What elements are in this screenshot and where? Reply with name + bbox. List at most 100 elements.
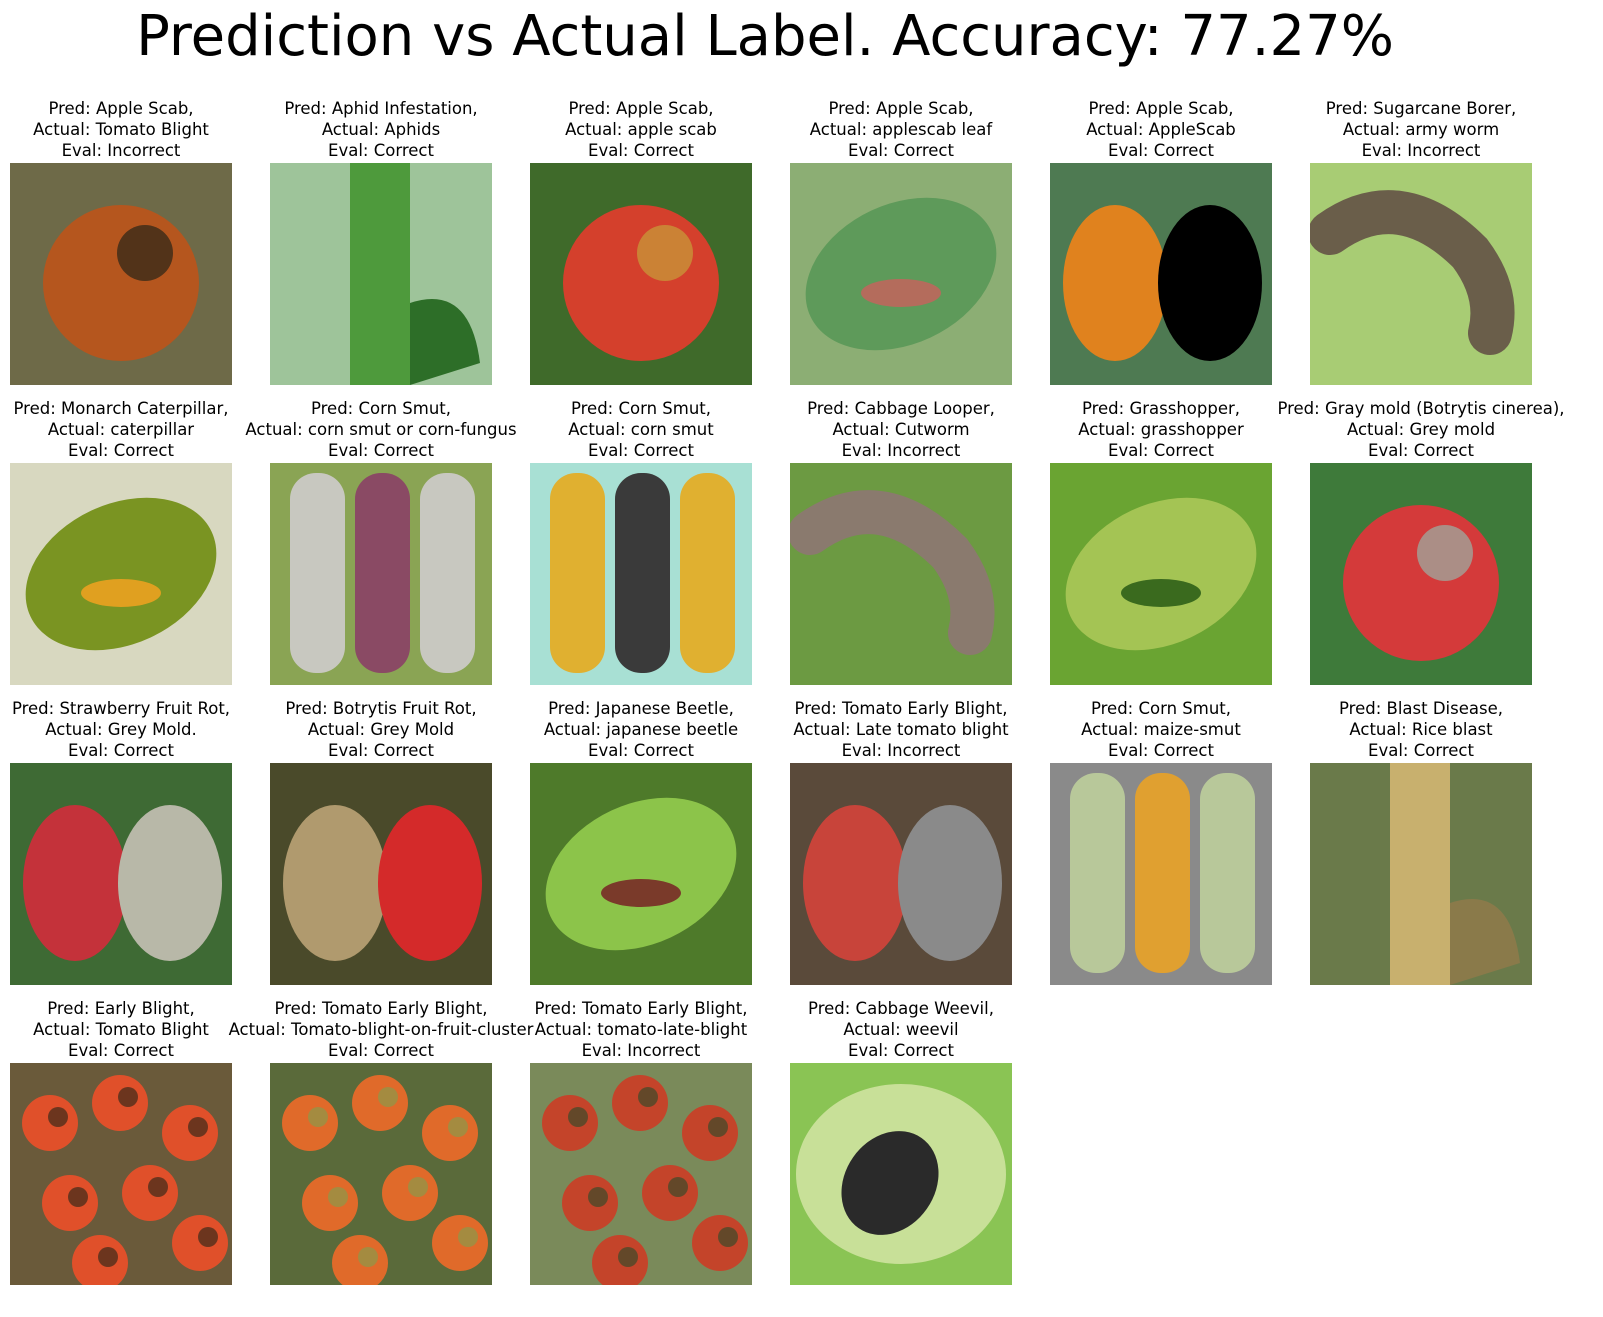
actual-label: Actual: applescab leaf [809,120,993,139]
pred-label: Pred: Apple Scab, [48,99,194,118]
eval-label: Eval: Incorrect [581,1041,701,1060]
actual-label: Actual: caterpillar [47,420,195,439]
sample-image [530,463,752,685]
prediction-caption: Pred: Corn Smut, Actual: maize-smut Eval: … [990,698,1332,761]
prediction-caption: Pred: Botrytis Fruit Rot, Actual: Grey Mo… [210,698,552,761]
actual-label: Actual: Grey Mold [307,720,455,739]
eval-label: Eval: Incorrect [1361,141,1481,160]
sample-image-placeholder [790,163,1012,385]
sample-image [1050,163,1272,385]
pred-label: Pred: Sugarcane Borer, [1325,99,1517,118]
sample-image [530,1063,752,1285]
actual-label: Actual: maize-smut [1081,720,1241,739]
sample-image-placeholder [790,763,1012,985]
sample-image [790,763,1012,985]
pred-label: Pred: Cabbage Weevil, [808,999,994,1018]
eval-label: Eval: Incorrect [61,141,181,160]
sample-image-placeholder [10,163,232,385]
eval-label: Eval: Correct [328,1041,434,1060]
prediction-caption: Pred: Gray mold (Botrytis cinerea), Actua… [1250,398,1592,461]
prediction-caption: Pred: Apple Scab, Actual: Tomato Blight Ev… [0,98,292,161]
prediction-caption: Pred: Apple Scab, Actual: apple scab Eval:… [470,98,812,161]
eval-label: Eval: Correct [1368,441,1474,460]
actual-label: Actual: Tomato Blight [33,120,209,139]
sample-image-placeholder [270,463,492,685]
sample-image-placeholder [1050,463,1272,685]
pred-label: Pred: Grasshopper, [1081,399,1241,418]
pred-label: Pred: Tomato Early Blight, [534,999,748,1018]
pred-label: Pred: Monarch Caterpillar, [13,399,229,418]
prediction-caption: Pred: Strawberry Fruit Rot, Actual: Grey … [0,698,292,761]
sample-image [1050,763,1272,985]
pred-label: Pred: Aphid Infestation, [284,99,478,118]
sample-image-placeholder [10,463,232,685]
prediction-caption: Pred: Tomato Early Blight, Actual: Tomato… [210,998,552,1061]
sample-image [1310,763,1532,985]
actual-label: Actual: Tomato Blight [33,1020,209,1039]
prediction-caption: Pred: Tomato Early Blight, Actual: tomato… [470,998,812,1061]
sample-image-placeholder [1310,763,1532,985]
pred-label: Pred: Apple Scab, [1088,99,1234,118]
eval-label: Eval: Correct [588,141,694,160]
actual-label: Actual: AppleScab [1086,120,1236,139]
prediction-caption: Pred: Corn Smut, Actual: corn smut Eval: C… [470,398,812,461]
sample-image-placeholder [530,163,752,385]
pred-label: Pred: Blast Disease, [1339,699,1503,718]
figure-title: Prediction vs Actual Label. Accuracy: 77… [136,4,1394,69]
prediction-caption: Pred: Apple Scab, Actual: applescab leaf E… [730,98,1072,161]
eval-label: Eval: Correct [848,1041,954,1060]
actual-label: Actual: apple scab [565,120,717,139]
sample-image [10,763,232,985]
eval-label: Eval: Correct [68,741,174,760]
sample-image [270,1063,492,1285]
eval-label: Eval: Correct [68,1041,174,1060]
pred-label: Pred: Gray mold (Botrytis cinerea), [1277,399,1565,418]
sample-image [530,763,752,985]
sample-image-placeholder [1310,463,1532,685]
sample-image [270,463,492,685]
sample-image-placeholder [10,763,232,985]
sample-image-placeholder [270,1063,492,1285]
prediction-caption: Pred: Grasshopper, Actual: grasshopper Eva… [990,398,1332,461]
pred-label: Pred: Corn Smut, [1090,699,1232,718]
sample-image-placeholder [530,763,752,985]
sample-image-placeholder [530,463,752,685]
sample-image-placeholder [1310,163,1532,385]
actual-label: Actual: Grey Mold. [45,720,197,739]
prediction-caption: Pred: Corn Smut, Actual: corn smut or cor… [210,398,552,461]
sample-image [790,463,1012,685]
actual-label: Actual: Rice blast [1349,720,1493,739]
actual-label: Actual: Aphids [321,120,441,139]
prediction-caption: Pred: Apple Scab, Actual: AppleScab Eval: … [990,98,1332,161]
eval-label: Eval: Correct [588,741,694,760]
pred-label: Pred: Strawberry Fruit Rot, [11,699,231,718]
sample-image-placeholder [270,763,492,985]
sample-image [10,1063,232,1285]
sample-image [10,163,232,385]
pred-label: Pred: Early Blight, [47,999,195,1018]
pred-label: Pred: Botrytis Fruit Rot, [285,699,477,718]
eval-label: Eval: Correct [848,141,954,160]
sample-image-placeholder [1050,163,1272,385]
sample-image-placeholder [790,1063,1012,1285]
eval-label: Eval: Correct [328,741,434,760]
prediction-caption: Pred: Cabbage Looper, Actual: Cutworm Eval… [730,398,1072,461]
sample-image-placeholder [790,463,1012,685]
sample-image [790,163,1012,385]
eval-label: Eval: Correct [1108,141,1214,160]
actual-label: Actual: Tomato-blight-on-fruit-cluster [228,1020,534,1039]
sample-image [530,163,752,385]
actual-label: Actual: Cutworm [832,420,970,439]
sample-image [1050,463,1272,685]
eval-label: Eval: Correct [328,141,434,160]
sample-image [270,163,492,385]
actual-label: Actual: tomato-late-blight [534,1020,748,1039]
pred-label: Pred: Cabbage Looper, [807,399,995,418]
eval-label: Eval: Correct [1108,741,1214,760]
prediction-caption: Pred: Tomato Early Blight, Actual: Late t… [730,698,1072,761]
eval-label: Eval: Correct [1368,741,1474,760]
sample-image [1310,163,1532,385]
pred-label: Pred: Tomato Early Blight, [274,999,488,1018]
eval-label: Eval: Correct [68,441,174,460]
sample-image-placeholder [530,1063,752,1285]
